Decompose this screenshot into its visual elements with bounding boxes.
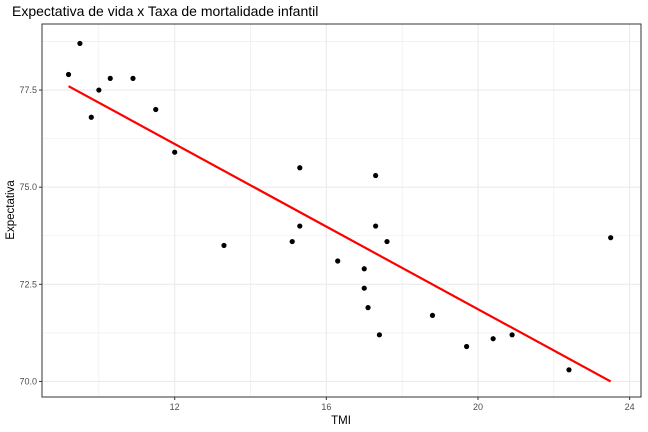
data-point [172,149,178,155]
data-point [566,367,572,373]
trend-line-layer [68,85,612,383]
data-point [77,40,83,47]
data-point [221,242,227,249]
data-point [373,172,379,179]
x-axis: 12 16 20 24 [170,397,635,412]
data-point [509,332,515,338]
data-point [376,332,383,338]
data-point [96,87,102,93]
y-tick-label: 75.0 [19,182,37,192]
y-tick-label: 77.5 [19,85,37,95]
x-tick-label: 16 [321,402,331,412]
data-point [384,238,390,245]
data-point [464,343,470,350]
data-point [153,106,159,113]
data-point [365,305,371,311]
data-point [335,258,341,264]
data-point [361,266,367,272]
y-tick-label: 70.0 [19,376,37,386]
data-point [361,285,367,291]
data-point [107,75,113,81]
data-point [429,312,436,319]
data-point [297,165,303,171]
data-point [608,235,614,241]
y-axis-title: Expectativa [5,180,17,240]
points-layer [65,40,614,373]
data-point [297,223,303,229]
data-point [65,71,72,78]
data-point [130,75,136,81]
data-point [373,223,379,229]
x-tick-label: 24 [625,402,635,412]
data-point [289,238,295,245]
panel-border [41,23,642,398]
data-point [88,114,94,120]
y-tick-label: 72.5 [19,279,37,289]
x-tick-label: 12 [170,402,180,412]
x-axis-title: TMI [331,415,351,427]
data-point [490,336,496,342]
y-axis: 70.0 72.5 75.0 77.5 [19,85,42,386]
chart-title: Expectativa de vida x Taxa de mortalidad… [12,3,318,19]
x-tick-label: 20 [473,402,483,412]
trend-line [68,85,612,383]
